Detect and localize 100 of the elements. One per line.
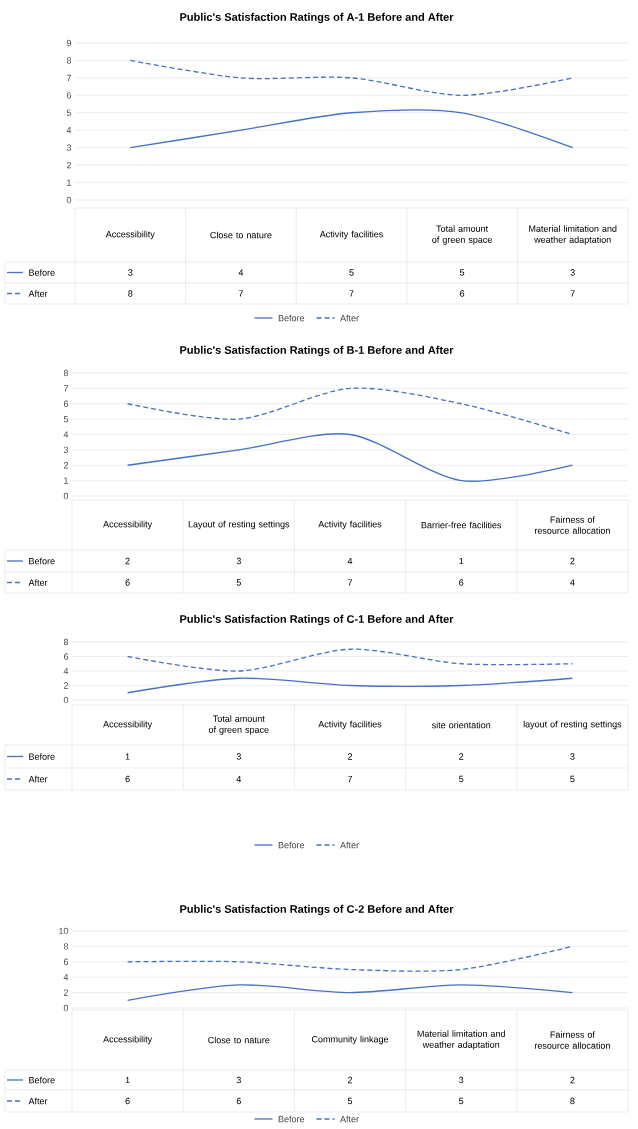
x-tick-label: Accessibility: [103, 1035, 153, 1045]
y-tick-label: 10: [59, 927, 69, 935]
y-tick-label: 6: [63, 653, 69, 660]
text: After: [340, 841, 359, 849]
data-label: 3: [236, 1076, 241, 1084]
y-tick-label: 8: [63, 943, 69, 950]
x-tick-label: Total amount of green space: [432, 225, 492, 245]
legend-label: After: [28, 775, 48, 783]
data-label: 6: [459, 579, 464, 586]
x-tick-label: Activity facilities: [319, 230, 383, 240]
data-label: 6: [125, 1097, 130, 1105]
data-label: 2: [570, 557, 575, 565]
x-tick-label: Total amount of green space: [208, 715, 269, 735]
x-tick-label: Material limitation and weather adaptation: [417, 1030, 505, 1050]
x-tick-label: Barrier-free facilities: [421, 521, 502, 529]
line-series: [126, 433, 574, 482]
y-tick-label: 8: [66, 57, 72, 64]
data-label: 2: [347, 753, 353, 760]
y-tick-label: 5: [63, 415, 69, 423]
text: After: [340, 314, 359, 322]
y-tick-label: 3: [66, 144, 72, 151]
data-label: 2: [459, 753, 464, 760]
x-tick-label: Accessibility: [103, 520, 153, 530]
data-label: 7: [570, 290, 575, 297]
y-tick-label: 0: [63, 696, 69, 704]
data-label: 5: [236, 579, 241, 586]
data-label: 6: [125, 579, 130, 586]
text: Before: [278, 314, 305, 322]
chart-title: Public's Satisfaction Ratings of A-1 Before and After: [180, 12, 454, 24]
data-label: 4: [570, 579, 575, 586]
data-label: 5: [459, 269, 465, 276]
data-label: 5: [459, 1097, 464, 1105]
data-label: 5: [570, 775, 575, 783]
y-tick-label: 9: [66, 39, 72, 47]
data-label: 7: [347, 579, 353, 586]
data-label: 3: [570, 753, 575, 760]
data-label: 3: [236, 557, 241, 565]
data-label: 5: [459, 775, 464, 783]
y-tick-label: 1: [64, 477, 69, 484]
data-label: 5: [347, 1097, 353, 1105]
data-label: 4: [347, 557, 353, 565]
y-tick-label: 5: [66, 109, 72, 116]
data-label: 2: [125, 557, 130, 565]
data-label: 7: [347, 775, 353, 783]
y-tick-label: 2: [63, 989, 69, 996]
y-tick-label: 2: [63, 682, 69, 689]
legend-label: After: [28, 290, 48, 297]
text: Before: [278, 1115, 305, 1123]
data-label: 1: [125, 1076, 130, 1084]
y-tick-label: 4: [63, 431, 69, 438]
x-tick-label: Fairness of resource allocation: [534, 516, 610, 534]
data-label: 1: [459, 557, 464, 565]
y-tick-label: 4: [66, 127, 72, 134]
y-tick-label: 6: [63, 958, 69, 965]
legend-label: After: [340, 1115, 359, 1123]
data-label: 2: [347, 1076, 353, 1084]
y-tick-label: 4: [63, 667, 69, 675]
chart-title: Public's Satisfaction Ratings of C-2 Before and After: [180, 904, 454, 916]
y-tick-label: 6: [66, 92, 72, 99]
x-tick-label: Layout of resting settings: [188, 520, 290, 530]
data-label: 3: [128, 269, 133, 276]
data-label: 6: [460, 290, 465, 297]
x-tick-label: Fairness of resource allocation: [534, 1031, 610, 1049]
x-tick-label: Accessibility: [105, 230, 155, 240]
x-tick-label: Activity facilities: [318, 520, 382, 530]
x-tick-label: layout of resting settings: [523, 720, 622, 730]
chart-title: Public's Satisfaction Ratings of B-1 Before and After: [180, 345, 454, 357]
y-tick-label: 6: [63, 400, 69, 407]
x-tick-label: Activity facilities: [318, 720, 382, 730]
x-tick-label: site orientation: [431, 721, 491, 729]
y-tick-label: 2: [63, 462, 69, 469]
y-tick-label: 8: [63, 638, 69, 646]
data-label: 6: [236, 1097, 241, 1105]
x-tick-label: Community linkage: [311, 1035, 389, 1045]
y-tick-label: 0: [63, 492, 69, 500]
legend-label: After: [28, 579, 48, 586]
data-label: 1: [125, 753, 130, 760]
data-label: 7: [349, 290, 354, 297]
y-tick-label: 0: [66, 196, 72, 204]
data-label: 3: [570, 269, 575, 276]
data-label: 5: [349, 269, 354, 276]
legend-label: Before: [29, 753, 55, 760]
data-label: 7: [238, 290, 243, 297]
data-label: 4: [236, 775, 242, 783]
line-series: [126, 648, 574, 672]
x-tick-label: Accessibility: [103, 720, 153, 730]
y-tick-label: 4: [63, 974, 69, 981]
legend-label: Before: [29, 269, 55, 276]
y-tick-label: 7: [66, 74, 72, 81]
y-tick-label: 2: [66, 161, 72, 169]
legend-label: Before: [29, 1076, 55, 1084]
y-tick-label: 8: [63, 369, 69, 377]
data-label: 6: [125, 775, 130, 783]
data-label: 3: [236, 753, 241, 760]
text: After: [28, 1097, 48, 1105]
data-label: 3: [459, 1076, 464, 1084]
x-tick-label: Close to nature: [210, 231, 272, 239]
data-label: 8: [570, 1097, 575, 1105]
y-tick-label: 0: [63, 1004, 69, 1012]
y-tick-label: 7: [63, 385, 69, 392]
